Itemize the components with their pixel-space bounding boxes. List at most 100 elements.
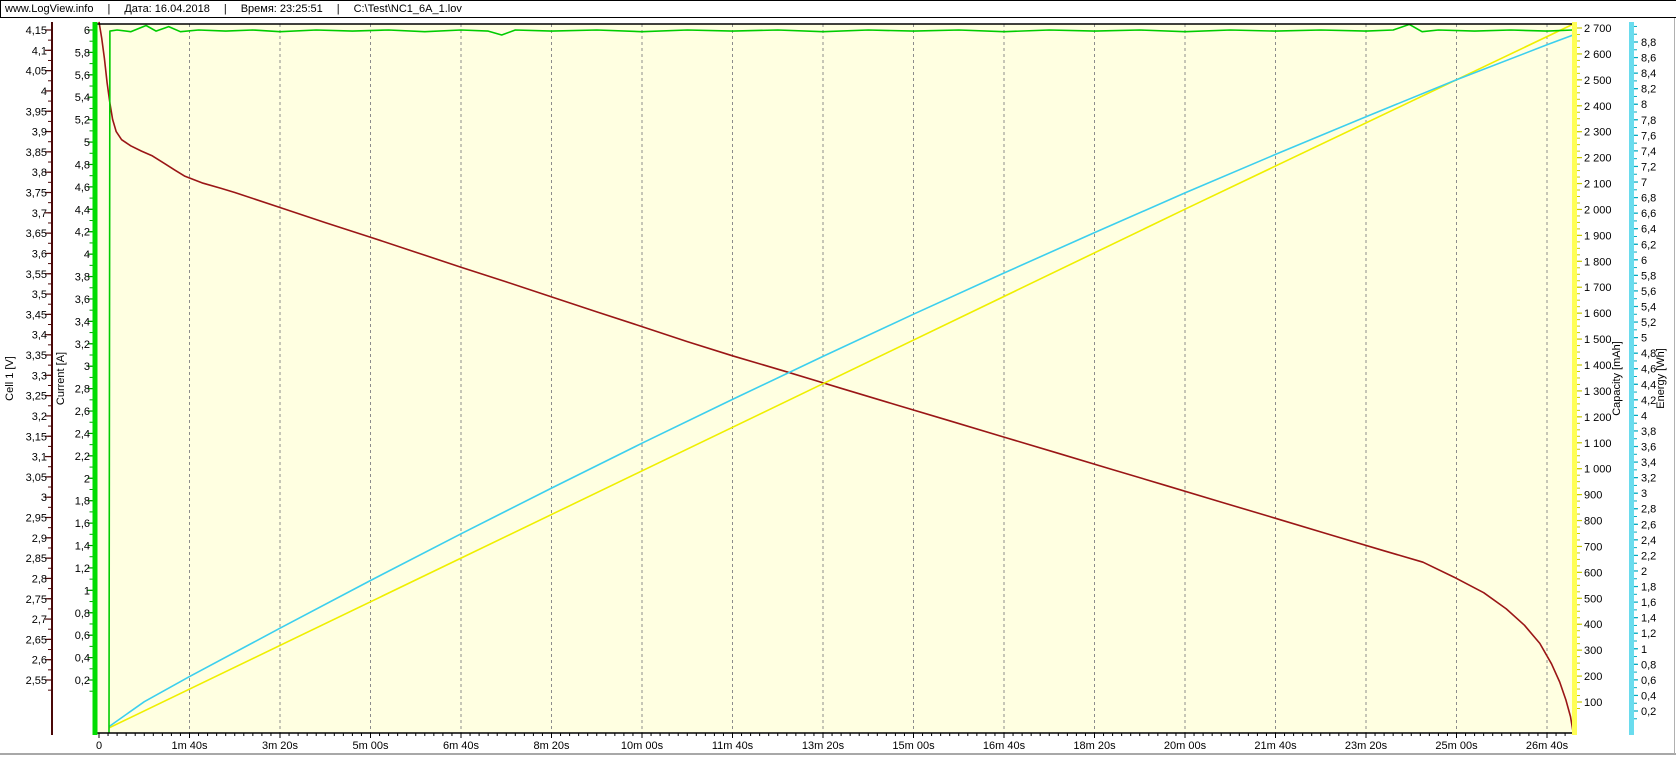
y-tick-label-energy: 5 <box>1641 333 1647 345</box>
log-time: Время: 23:25:51 <box>240 3 323 15</box>
y-tick-label-voltage: 3,85 <box>26 147 47 159</box>
y-tick-label-energy: 2,8 <box>1641 504 1656 516</box>
y-tick-label-current: 2,4 <box>75 428 90 440</box>
axis-line-energy <box>1629 22 1634 735</box>
y-tick-label-voltage: 3,25 <box>26 391 47 403</box>
y-tick-label-voltage: 3,2 <box>32 411 47 423</box>
axis-title-voltage: Cell 1 [V] <box>4 356 16 401</box>
x-tick-label: 6m 40s <box>443 740 480 752</box>
y-tick-label-voltage: 3,4 <box>32 330 47 342</box>
y-tick-label-capacity: 700 <box>1584 541 1602 553</box>
y-tick-label-energy: 8,4 <box>1641 68 1656 80</box>
y-tick-label-voltage: 3,7 <box>32 208 47 220</box>
y-tick-label-energy: 3,6 <box>1641 442 1656 454</box>
y-tick-label-capacity: 1 400 <box>1584 360 1612 372</box>
y-tick-label-energy: 5,6 <box>1641 286 1656 298</box>
y-tick-label-capacity: 1 500 <box>1584 334 1612 346</box>
y-tick-label-current: 0,4 <box>75 653 90 665</box>
logview-site-link[interactable]: www.LogView.info <box>5 3 94 15</box>
y-tick-label-voltage: 3,3 <box>32 370 47 382</box>
y-tick-label-current: 3,8 <box>75 272 90 284</box>
y-tick-label-energy: 7 <box>1641 177 1647 189</box>
y-tick-label-current: 4,2 <box>75 227 90 239</box>
y-tick-label-voltage: 3,6 <box>32 248 47 260</box>
y-tick-label-current: 2,2 <box>75 451 90 463</box>
y-tick-label-capacity: 600 <box>1584 567 1602 579</box>
y-tick-label-voltage: 4,15 <box>26 25 47 37</box>
y-tick-label-current: 1,8 <box>75 496 90 508</box>
y-tick-label-current: 4,4 <box>75 204 90 216</box>
y-tick-label-energy: 1,2 <box>1641 628 1656 640</box>
y-tick-label-voltage: 2,75 <box>26 594 47 606</box>
y-tick-label-current: 2 <box>84 473 90 485</box>
y-tick-label-current: 3 <box>84 361 90 373</box>
y-tick-label-energy: 6,6 <box>1641 208 1656 220</box>
y-tick-label-voltage: 2,6 <box>32 655 47 667</box>
axis-voltage: 4,15 4,1 4,05 4 3,95 3,9 3,85 3,8 3,75 3,7 3,65 3,6… <box>4 22 53 735</box>
axis-capacity: 2 700 2 600 2 500 2 400 2 300 2 200 2 100 2 000… <box>1572 22 1623 735</box>
y-tick-label-voltage: 3,55 <box>26 269 47 281</box>
x-tick-label: 26m 40s <box>1526 740 1569 752</box>
y-tick-label-energy: 1,8 <box>1641 582 1656 594</box>
axis-title-current: Current [A] <box>55 352 67 405</box>
x-tick-label: 11m 40s <box>712 740 754 752</box>
x-tick-label: 23m 20s <box>1345 740 1388 752</box>
y-tick-label-capacity: 1 900 <box>1584 230 1612 242</box>
y-tick-label-energy: 1,6 <box>1641 597 1656 609</box>
y-tick-label-capacity: 1 300 <box>1584 386 1612 398</box>
y-tick-label-voltage: 4 <box>41 86 47 98</box>
y-tick-label-current: 4,8 <box>75 159 90 171</box>
y-tick-label-energy: 3,4 <box>1641 457 1656 469</box>
y-tick-label-current: 5,4 <box>75 92 90 104</box>
x-tick-label: 25m 00s <box>1435 740 1478 752</box>
y-tick-label-capacity: 300 <box>1584 645 1602 657</box>
y-tick-label-energy: 0,8 <box>1641 659 1656 671</box>
y-tick-label-current: 2,8 <box>75 384 90 396</box>
y-tick-label-current: 5,2 <box>75 115 90 127</box>
y-tick-label-current: 4 <box>84 249 90 261</box>
x-tick-label: 16m 40s <box>983 740 1026 752</box>
y-tick-label-current: 3,4 <box>75 316 90 328</box>
y-tick-label-voltage: 2,85 <box>26 553 47 565</box>
y-tick-label-energy: 6,8 <box>1641 193 1656 205</box>
y-tick-label-voltage: 2,8 <box>32 573 47 585</box>
y-tick-label-voltage: 2,95 <box>26 513 47 525</box>
y-tick-label-voltage: 3 <box>41 492 47 504</box>
y-tick-label-capacity: 2 000 <box>1584 204 1612 216</box>
axis-title-energy: Energy [Wh] <box>1655 348 1667 409</box>
y-tick-label-current: 2,6 <box>75 406 90 418</box>
y-tick-label-energy: 3,2 <box>1641 473 1656 485</box>
x-tick-label: 20m 00s <box>1164 740 1207 752</box>
y-tick-label-capacity: 1 700 <box>1584 282 1612 294</box>
y-tick-label-current: 5,6 <box>75 70 90 82</box>
axis-title-capacity: Capacity [mAh] <box>1611 341 1623 416</box>
y-tick-label-energy: 7,6 <box>1641 130 1656 142</box>
header-separator: | <box>336 3 340 15</box>
axis-line-voltage <box>51 22 53 735</box>
series-current <box>108 23 1574 733</box>
y-tick-label-energy: 0,2 <box>1641 706 1656 718</box>
log-file-path: C:\Test\NC1_6A_1.lov <box>353 3 462 15</box>
y-tick-label-current: 0,6 <box>75 630 90 642</box>
y-tick-label-current: 1,6 <box>75 518 90 530</box>
axis-line-capacity <box>1572 22 1577 735</box>
y-tick-label-capacity: 1 100 <box>1584 438 1612 450</box>
y-tick-label-capacity: 2 700 <box>1584 23 1612 35</box>
y-tick-label-current: 3,6 <box>75 294 90 306</box>
y-tick-label-voltage: 3,15 <box>26 431 47 443</box>
y-tick-label-voltage: 2,9 <box>32 533 47 545</box>
y-tick-label-energy: 7,4 <box>1641 146 1656 158</box>
y-tick-label-energy: 5,2 <box>1641 317 1656 329</box>
y-tick-label-current: 5,8 <box>75 47 90 59</box>
y-tick-label-current: 1,4 <box>75 541 90 553</box>
y-tick-label-energy: 8,6 <box>1641 53 1656 65</box>
axis-current: 6 5,8 5,6 5,4 5,2 5 4,8 4,6 4,4 4,2 4 3,8 3,6 3,4 3,2 3… <box>55 22 98 735</box>
y-tick-label-voltage: 2,7 <box>32 614 47 626</box>
y-tick-label-capacity: 800 <box>1584 516 1602 528</box>
y-tick-label-capacity: 200 <box>1584 671 1602 683</box>
y-tick-label-voltage: 3,95 <box>26 106 47 118</box>
y-tick-label-energy: 6 <box>1641 255 1647 267</box>
y-tick-label-energy: 7,2 <box>1641 161 1656 173</box>
y-tick-label-energy: 4,4 <box>1641 379 1656 391</box>
y-tick-label-capacity: 2 300 <box>1584 127 1612 139</box>
